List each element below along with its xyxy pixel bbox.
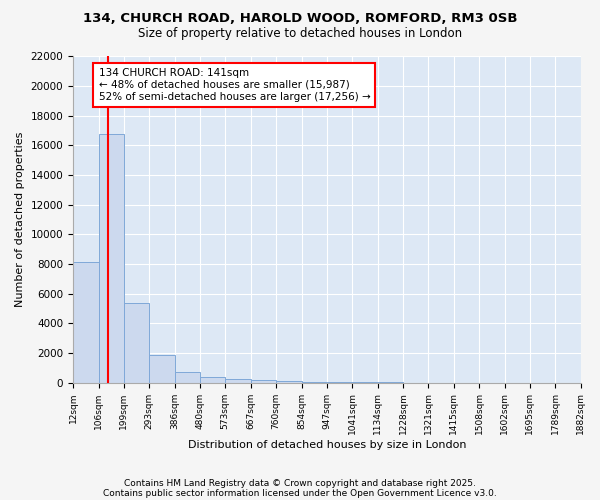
Text: 134, CHURCH ROAD, HAROLD WOOD, ROMFORD, RM3 0SB: 134, CHURCH ROAD, HAROLD WOOD, ROMFORD, … — [83, 12, 517, 26]
Bar — [175, 372, 200, 382]
Bar — [200, 376, 225, 382]
Bar — [225, 380, 251, 382]
Text: Size of property relative to detached houses in London: Size of property relative to detached ho… — [138, 28, 462, 40]
Bar — [149, 355, 175, 382]
Bar — [251, 380, 276, 382]
Text: 134 CHURCH ROAD: 141sqm
← 48% of detached houses are smaller (15,987)
52% of sem: 134 CHURCH ROAD: 141sqm ← 48% of detache… — [98, 68, 370, 102]
Y-axis label: Number of detached properties: Number of detached properties — [15, 132, 25, 307]
Bar — [98, 134, 124, 382]
Text: Contains HM Land Registry data © Crown copyright and database right 2025.: Contains HM Land Registry data © Crown c… — [124, 478, 476, 488]
X-axis label: Distribution of detached houses by size in London: Distribution of detached houses by size … — [188, 440, 466, 450]
Bar — [276, 381, 302, 382]
Bar — [124, 302, 149, 382]
Bar — [73, 262, 98, 382]
Text: Contains public sector information licensed under the Open Government Licence v3: Contains public sector information licen… — [103, 488, 497, 498]
